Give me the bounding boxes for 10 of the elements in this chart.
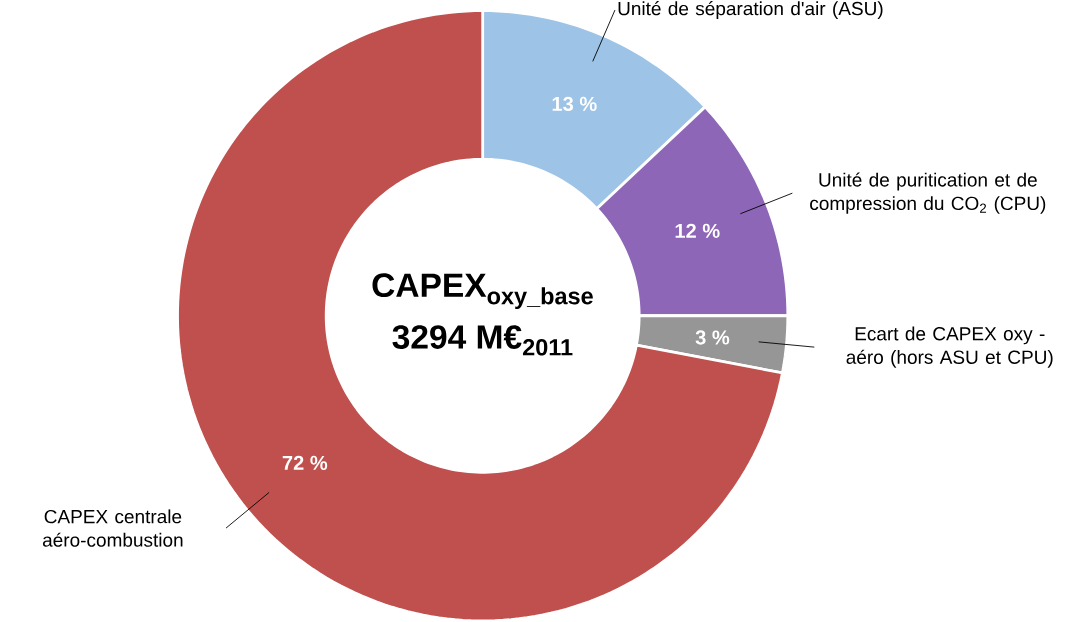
slice-label: Unité de séparation d'air (ASU) [618, 0, 883, 19]
slice-label: Unité de puritication et de compression du CO$_{2}$ (CPU) [810, 172, 1046, 214]
data-label: 3 % [695, 330, 730, 345]
slice-label: CAPEX centrale aéro-combustion [42, 509, 183, 547]
slice-label: Ecart de CAPEX oxy - aéro (hors ASU et CPU) [846, 326, 1053, 368]
text: CAPEX$_{oxy_base}$ [372, 273, 593, 309]
data-label: 72 % [282, 455, 328, 470]
data-label: 13 % [552, 96, 597, 111]
text: 3294 M€$_{2011}$ [392, 324, 573, 356]
data-label: 12 % [675, 223, 720, 238]
